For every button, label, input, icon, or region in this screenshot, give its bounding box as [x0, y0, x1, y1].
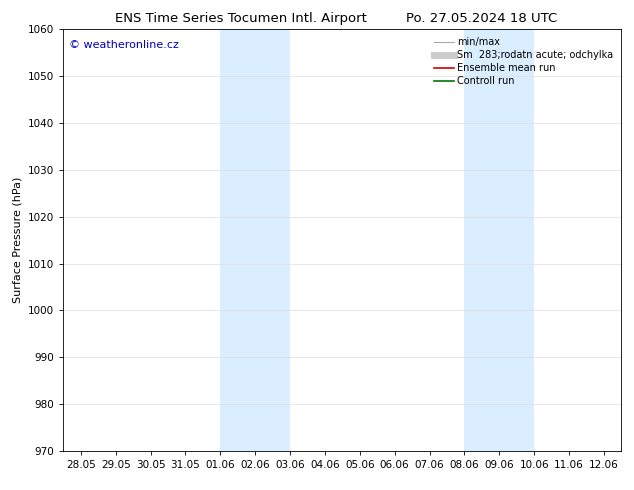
Bar [464, 29, 534, 451]
Y-axis label: Surface Pressure (hPa): Surface Pressure (hPa) [13, 177, 23, 303]
Text: © weatheronline.cz: © weatheronline.cz [69, 40, 179, 50]
Bar [221, 29, 290, 451]
Text: ENS Time Series Tocumen Intl. Airport: ENS Time Series Tocumen Intl. Airport [115, 12, 367, 25]
Legend: min/max, Sm  283;rodatn acute; odchylka, Ensemble mean run, Controll run: min/max, Sm 283;rodatn acute; odchylka, … [431, 34, 616, 89]
Text: Po. 27.05.2024 18 UTC: Po. 27.05.2024 18 UTC [406, 12, 557, 25]
